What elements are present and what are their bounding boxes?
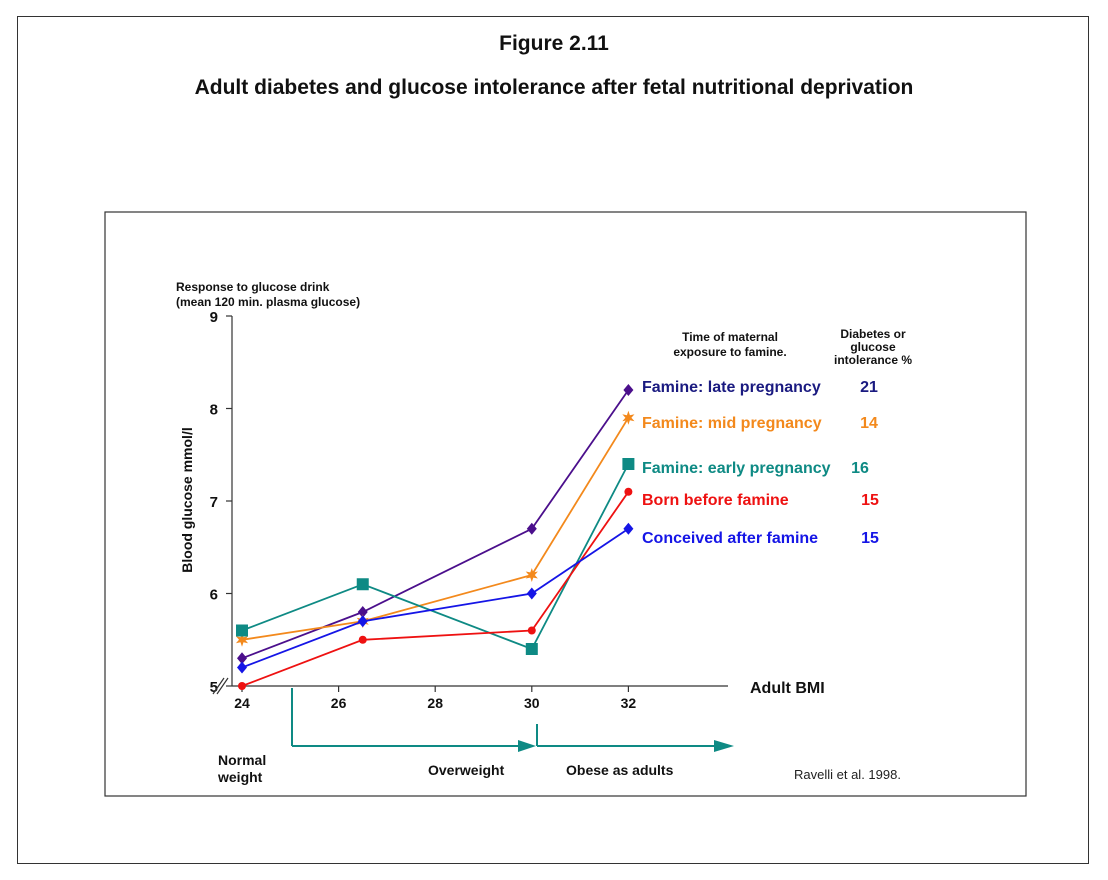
series-percent: 16 [851,460,869,477]
data-point [623,384,634,396]
category-overweight: Overweight [428,762,505,778]
data-point [237,652,247,665]
series-line [241,389,630,660]
data-point [237,661,247,674]
data-point [527,626,536,635]
obese-arrowhead [714,740,734,752]
chart-frame [104,211,1027,797]
x-tick-label: 28 [427,695,443,711]
series-line [241,528,629,669]
y-tick-label: 9 [210,309,218,326]
axis-break-mark [212,677,225,695]
y-tick-label: 7 [210,494,218,511]
percent-header-line3: intolerance % [834,353,912,367]
series-percent: 15 [861,530,879,547]
data-point [236,624,248,637]
series-percent: 21 [860,379,878,396]
data-point [526,587,537,600]
data-point [358,635,367,644]
y-axis-title: Blood glucose mmol/l [179,427,195,572]
data-point [525,568,538,582]
data-point [623,522,634,535]
percent-header-line2: glucose [850,340,896,354]
data-point [622,410,635,425]
series-label: Famine: early pregnancy [642,460,831,477]
figure-number: Figure 2.11 [499,32,609,55]
series-label: Famine: late pregnancy [642,379,821,396]
x-tick-label: 26 [331,695,347,711]
series-percent: 14 [860,415,878,432]
x-tick-label: 32 [621,695,637,711]
series-layer [235,384,635,690]
legend-header-line2: exposure to famine. [673,345,786,359]
series-label: Famine: mid pregnancy [642,415,822,432]
data-point [622,458,635,470]
category-normal-weight-line2: weight [217,769,263,785]
x-tick-label: 30 [524,695,540,711]
data-point [238,682,246,690]
overweight-arrowhead [518,740,536,752]
y-tick-label: 6 [210,587,218,604]
figure-title: Adult diabetes and glucose intolerance a… [194,76,914,99]
series-3 [238,487,633,690]
data-point [525,643,538,655]
y-axis-top-label-line1: Response to glucose drink [176,280,330,294]
category-obese: Obese as adults [566,762,674,778]
category-normal-weight-line1: Normal [218,752,266,768]
series-line [241,491,630,687]
series-label: Conceived after famine [642,530,818,547]
page-frame [17,16,1089,864]
y-axis-top-label-line2: (mean 120 min. plasma glucose) [176,295,360,309]
y-tick-label: 5 [210,679,218,696]
series-4 [237,522,634,674]
data-point [526,522,537,535]
data-point [357,606,368,618]
series-2 [236,458,635,655]
series-percent: 15 [861,492,879,509]
series-0 [237,384,634,665]
source-citation: Ravelli et al. 1998. [794,767,901,782]
data-point [624,487,633,496]
series-line [241,417,630,641]
y-tick-label: 8 [210,402,218,419]
series-line [241,463,630,651]
x-axis-title: Adult BMI [750,680,825,697]
data-point [357,615,368,628]
x-tick-label: 24 [234,695,250,711]
axes: 5 6 7 8 9 24 26 28 30 32 Adult BMI Response to gluc… [176,280,825,711]
legend-header-line1: Time of maternal [682,330,778,344]
data-point [356,578,369,591]
axis-break-mark [216,677,229,695]
series-label: Born before famine [642,492,789,509]
percent-header-line1: Diabetes or [840,327,906,341]
data-point [235,632,249,647]
